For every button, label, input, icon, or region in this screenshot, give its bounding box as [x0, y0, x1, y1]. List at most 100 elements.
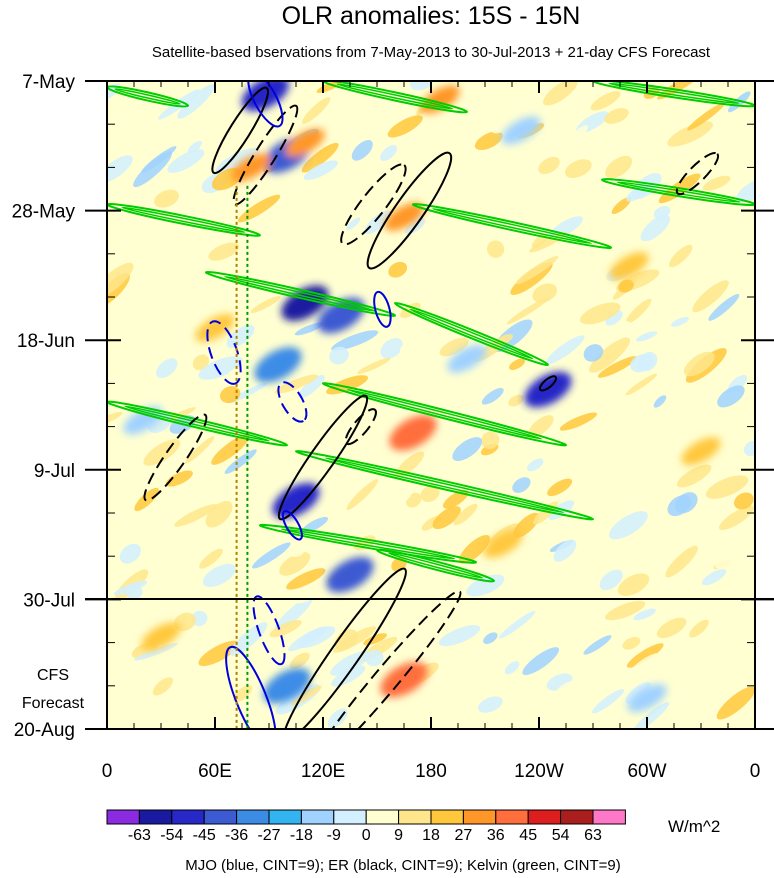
anomaly-center [254, 347, 302, 383]
anomaly-patch [653, 205, 671, 219]
anomaly-patch [303, 160, 339, 180]
anomaly-patch [624, 653, 662, 684]
mjo-contours [206, 81, 392, 729]
anomaly-patch [154, 189, 180, 208]
footnote: MJO (blue, CINT=9); ER (black, CINT=9); … [185, 857, 621, 874]
anomaly-center [609, 252, 649, 281]
anomaly-patch [208, 242, 240, 261]
anomaly-patch [565, 125, 588, 148]
y-tick-label: 30-Jul [23, 590, 75, 611]
anomaly-patch [625, 373, 658, 396]
anomaly-patch [625, 298, 652, 324]
anomaly-patch [467, 270, 512, 298]
anomaly-patch [605, 310, 623, 326]
anomaly-patch [161, 312, 195, 327]
anomaly-patch [715, 545, 754, 570]
anomaly-patch [351, 139, 373, 161]
anomaly-patch [653, 395, 667, 408]
anomaly-patch [669, 244, 693, 268]
colorbar-swatch [462, 809, 497, 825]
anomaly-patch [508, 394, 524, 407]
anomaly-patch [289, 652, 310, 669]
anomaly-patch [487, 240, 505, 258]
anomaly-patch [532, 283, 558, 303]
anomaly-patch [553, 539, 577, 562]
anomaly-patch [467, 254, 487, 271]
anomaly-patch [665, 545, 698, 578]
anomaly-patch [187, 140, 202, 155]
kelvin-contour-inner [387, 552, 484, 579]
er-contour [366, 151, 453, 270]
anomaly-patch [459, 534, 491, 564]
kelvin-contour [411, 203, 613, 249]
colorbar-swatch [430, 809, 464, 825]
kelvin-contours [107, 81, 755, 583]
anomaly-patch [564, 81, 612, 109]
anomaly-patch [107, 411, 123, 426]
anomaly-patch [559, 412, 598, 431]
colorbar-label: -54 [160, 827, 183, 844]
anomaly-patch [733, 492, 754, 510]
anomaly-patch [207, 87, 248, 116]
kelvin-contour-inner [114, 88, 181, 105]
anomaly-patch [512, 477, 531, 493]
mjo-contour [281, 510, 303, 541]
kelvin-contour-inner [432, 207, 592, 245]
anomaly-patch [211, 434, 250, 465]
anomaly-patch [141, 146, 177, 173]
anomaly-patch [605, 600, 646, 621]
anomaly-patch [583, 635, 612, 655]
anomaly-patch [399, 327, 439, 352]
anomaly-patch [107, 155, 133, 183]
anomaly-patch [380, 337, 403, 359]
anomaly-patch [167, 149, 205, 173]
anomaly-center [272, 482, 320, 519]
anomaly-center [681, 437, 721, 466]
anomaly-center [524, 371, 572, 408]
anomaly-patch [334, 629, 359, 651]
er-contour [282, 567, 407, 729]
reference-lines [235, 185, 249, 729]
anomaly-patch [297, 626, 336, 649]
anomaly-patch [683, 351, 715, 377]
colorbar-label: -18 [290, 827, 313, 844]
anomaly-patch [477, 696, 503, 713]
colorbar [106, 809, 626, 825]
anomaly-patch [589, 337, 631, 373]
anomaly-patch [199, 548, 223, 569]
anomaly-patch [498, 610, 536, 639]
anomaly-texture [107, 81, 755, 729]
anomaly-center [326, 556, 374, 593]
anomaly-patch [274, 596, 313, 632]
colorbar-swatch [203, 809, 238, 825]
chart-title: OLR anomalies: 15S - 15N [282, 2, 581, 30]
anomaly-patch [346, 217, 361, 231]
anomaly-patch [170, 172, 199, 189]
anomaly-patch [229, 363, 256, 375]
anomaly-center [483, 529, 523, 558]
anomaly-center [627, 684, 667, 713]
anomaly-patch [528, 415, 554, 438]
anomaly-patch [219, 386, 241, 404]
anomaly-patch [700, 586, 726, 600]
colorbar-label: 27 [455, 827, 473, 844]
anomaly-patch [432, 506, 461, 530]
anomaly-patch [692, 697, 711, 714]
kelvin-contour [393, 301, 550, 367]
anomaly-patch [294, 322, 325, 336]
kelvin-contour-inner [608, 82, 740, 105]
anomaly-patch [599, 569, 623, 591]
kelvin-contour [107, 85, 190, 108]
anomaly-patch [538, 156, 560, 175]
anomaly-patch [246, 337, 284, 361]
anomaly-patch [252, 542, 291, 569]
anomaly-patch [483, 632, 498, 645]
colorbar-label: -36 [225, 827, 248, 844]
axis-ticks [85, 80, 774, 730]
anomaly-patch [504, 661, 520, 675]
mjo-contour [247, 81, 284, 128]
er-contour [340, 163, 407, 246]
anomaly-patch [639, 333, 668, 352]
er-contour [310, 590, 462, 729]
mjo-contour [277, 381, 308, 423]
